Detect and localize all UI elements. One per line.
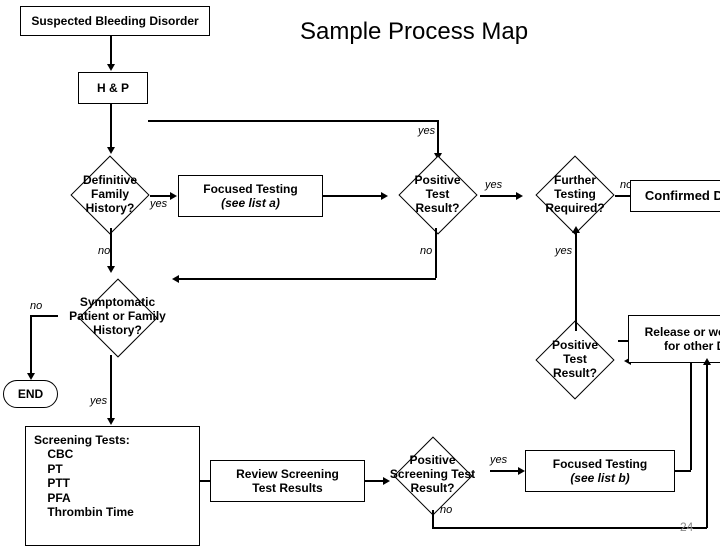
edge [110,355,112,420]
arrow [703,358,711,365]
edge [30,315,32,375]
node-symptomatic: Symptomatic Patient or Family History? [40,272,195,362]
label-yes: yes [150,198,167,210]
arrow [572,226,580,233]
text: Review Screening Test Results [236,467,339,496]
edge [150,195,172,197]
text: Symptomatic Patient or Family History? [40,272,195,362]
edge [575,256,577,331]
node-review-screening: Review Screening Test Results [210,460,365,502]
arrow [107,418,115,425]
edge [490,470,520,472]
text: Focused Testing(see list b) [553,457,647,486]
label-yes: yes [485,179,502,191]
edge [432,510,434,528]
text: Positive Test Result? [385,155,490,235]
edge [480,195,518,197]
node-positive-screening: Positive Screening Test Result? [360,430,505,520]
text: Positive Screening Test Result? [360,430,505,520]
slide-number: 24 [680,520,693,534]
edge [706,363,708,528]
text: Screening Tests: CBC PT PTT PFA Thrombin… [34,433,134,519]
edge [675,470,691,472]
node-release: Release or workup for other Dx [628,315,720,363]
node-further-testing: Further Testing Required? [520,155,630,235]
edge [323,195,383,197]
node-definitive-family: Definitive Family History? [55,155,165,235]
node-positive-test-1: Positive Test Result? [385,155,490,235]
edge [435,228,437,278]
arrow [107,64,115,71]
page-title: Sample Process Map [300,18,528,46]
label-no: no [98,245,110,257]
text: Further Testing Required? [520,155,630,235]
text: Positive Test Result? [520,320,630,400]
node-focused-b: Focused Testing(see list b) [525,450,675,492]
node-suspected: Suspected Bleeding Disorder [20,6,210,36]
edge [432,527,707,529]
label-yes: yes [418,125,435,137]
text: Definitive Family History? [55,155,165,235]
label-no: no [30,300,42,312]
node-screening-tests: Screening Tests: CBC PT PTT PFA Thrombin… [25,426,200,546]
text: H & P [97,81,129,95]
label-yes: yes [555,245,572,257]
label-yes: yes [90,395,107,407]
label-no: no [420,245,432,257]
text: Suspected Bleeding Disorder [31,14,198,28]
edge [437,120,439,155]
label-no: no [440,504,452,516]
edge [110,104,112,149]
text: Release or workup for other Dx [645,325,720,354]
edge [690,360,692,470]
edge [148,120,438,122]
edge [110,36,112,66]
text: END [18,387,43,401]
arrow [27,373,35,380]
arrow [107,147,115,154]
arrow [170,192,177,200]
label-yes: yes [490,454,507,466]
text: Focused Testing(see list a) [203,182,297,211]
node-hp: H & P [78,72,148,104]
node-end: END [3,380,58,408]
edge [30,315,58,317]
node-confirmed: Confirmed Dx [630,180,720,212]
node-focused-a: Focused Testing(see list a) [178,175,323,217]
text: Confirmed Dx [645,188,720,204]
arrow [518,467,525,475]
node-positive-test-2: Positive Test Result? [520,320,630,400]
edge [178,278,436,280]
